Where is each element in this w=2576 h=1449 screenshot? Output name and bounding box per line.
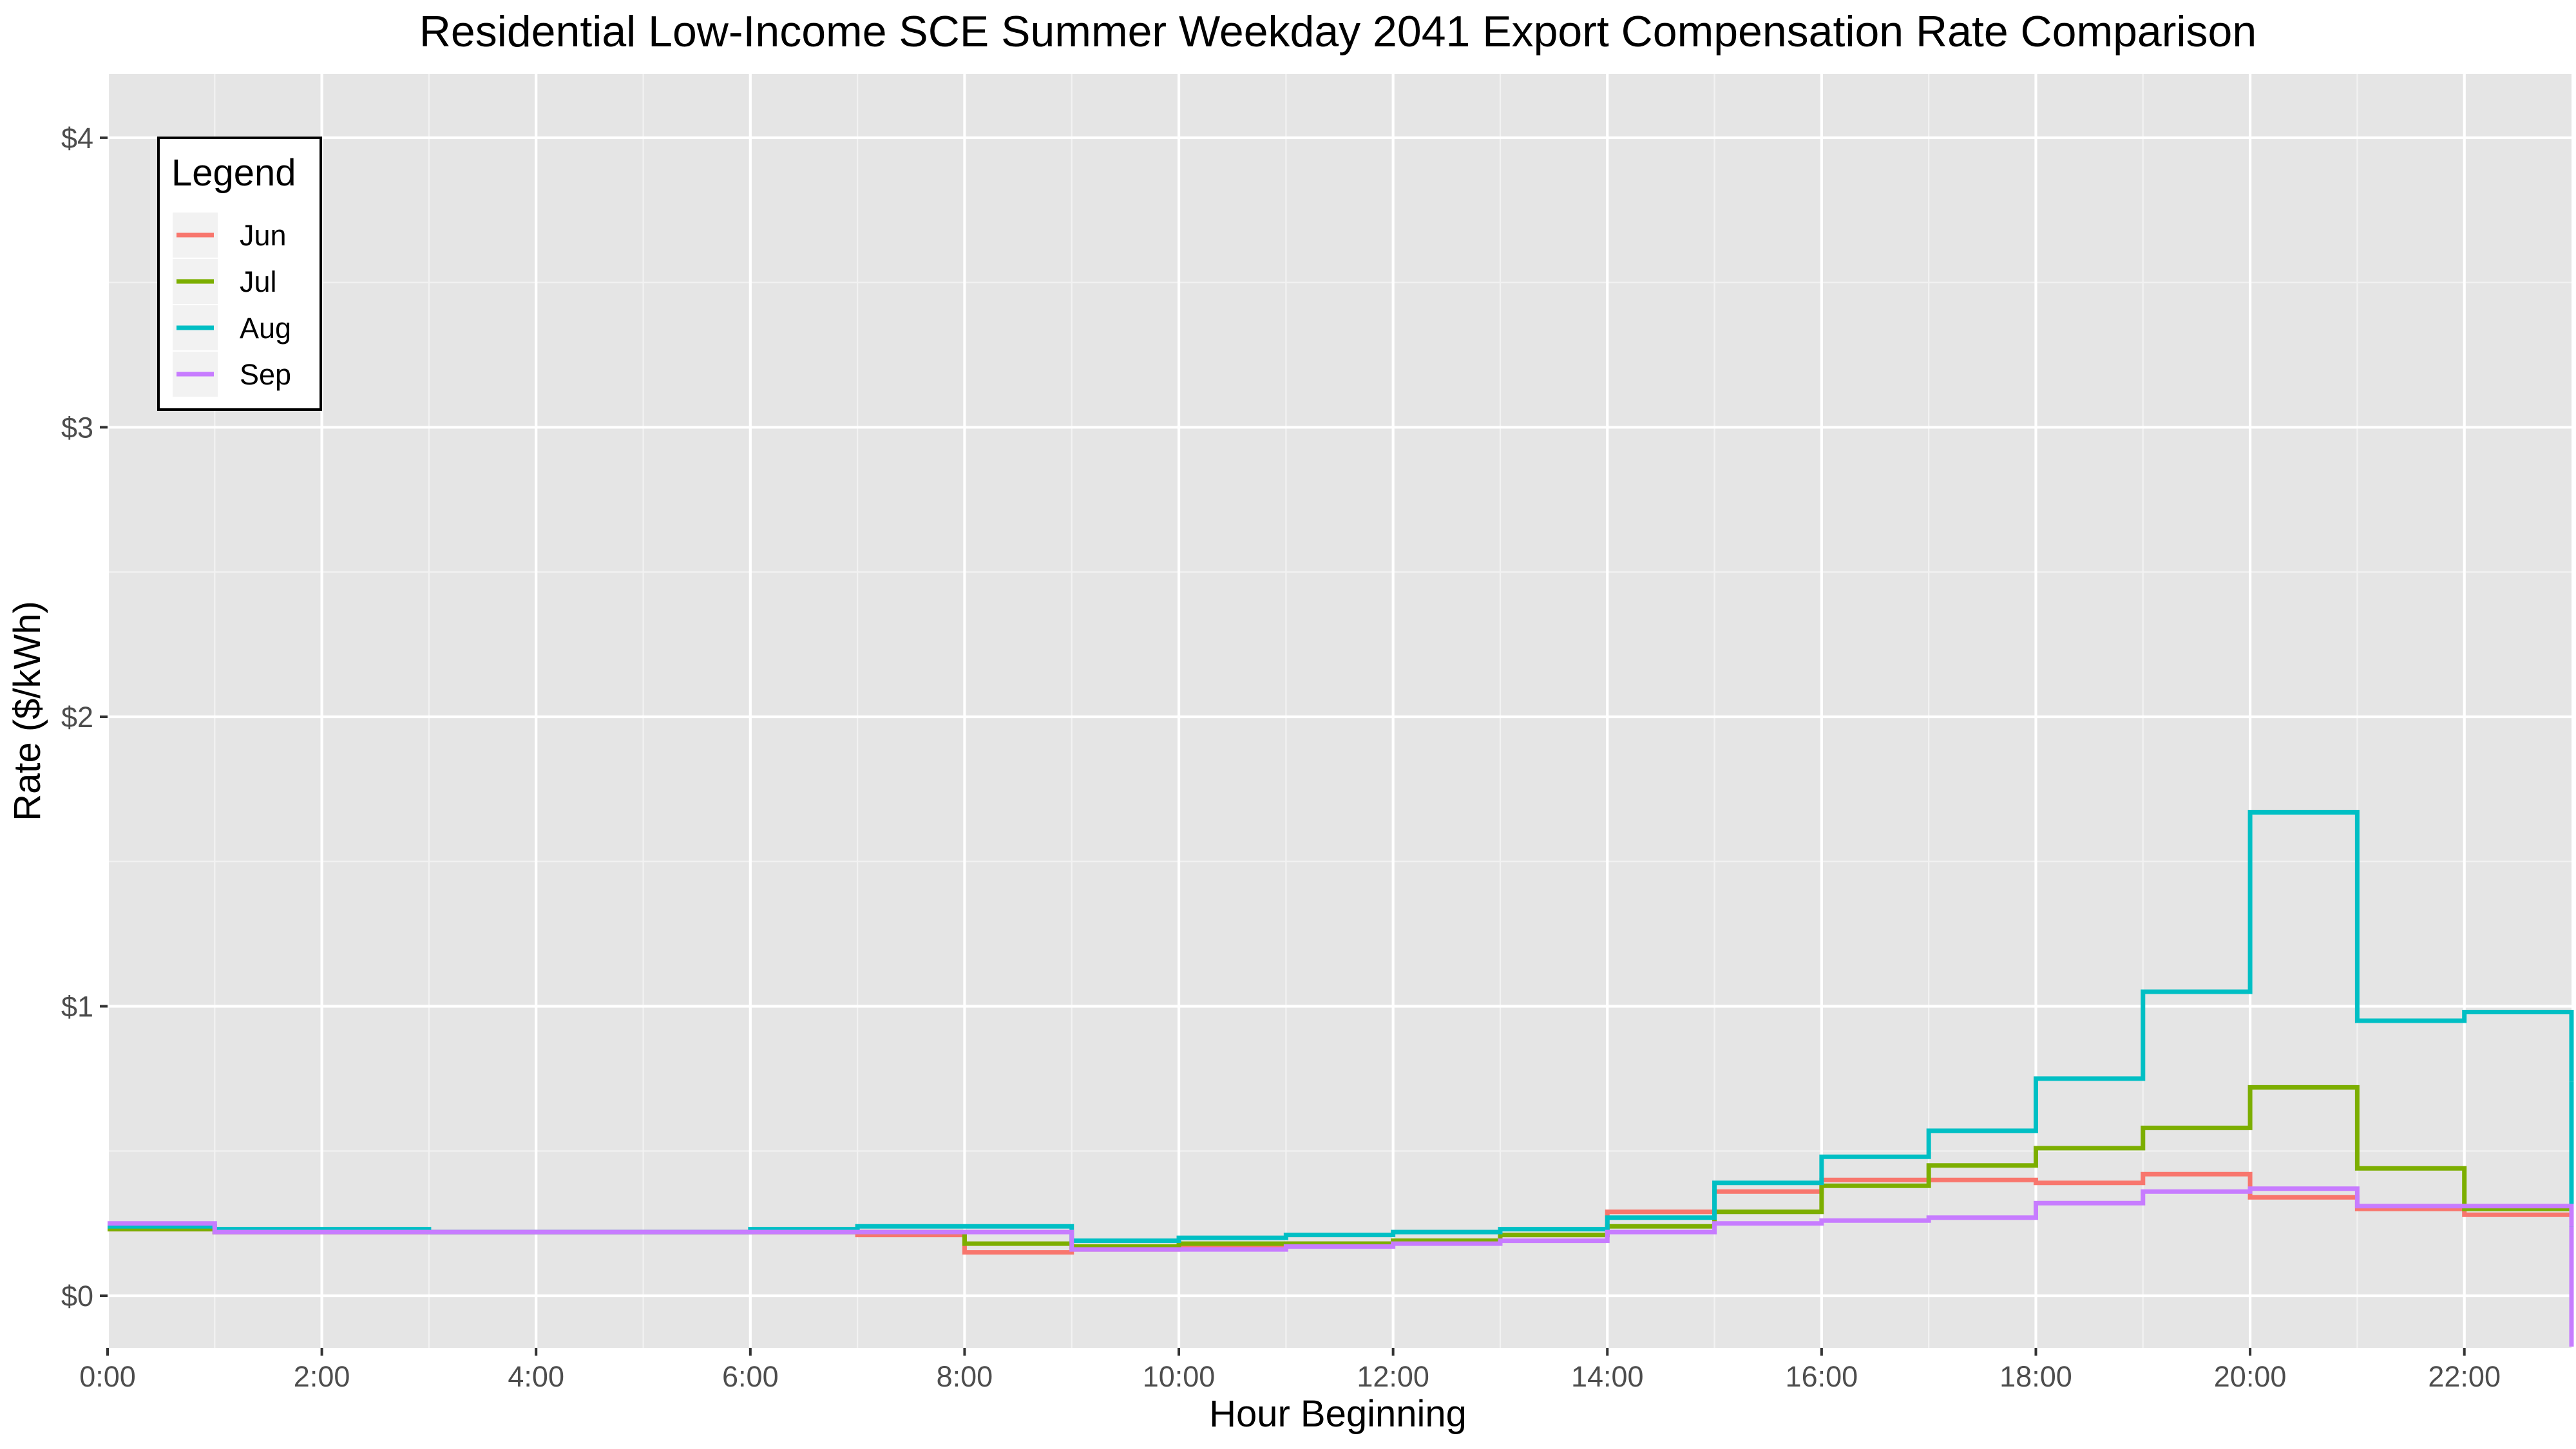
plot-panel bbox=[108, 74, 2571, 1348]
legend-items: Jun Jul Aug Sep bbox=[173, 213, 291, 397]
x-tick-label: 16:00 bbox=[1786, 1360, 1858, 1393]
y-tick-label: $3 bbox=[61, 411, 93, 444]
x-tick-label: 0:00 bbox=[79, 1360, 136, 1393]
y-tick-label: $4 bbox=[61, 122, 93, 155]
x-tick-label: 2:00 bbox=[294, 1360, 350, 1393]
x-tick-label: 4:00 bbox=[508, 1360, 564, 1393]
x-tick-label: 8:00 bbox=[937, 1360, 993, 1393]
x-tick-label: 6:00 bbox=[722, 1360, 779, 1393]
series-layer bbox=[108, 810, 2574, 1347]
legend: Legend Jun Jul Aug Sep bbox=[157, 137, 322, 411]
y-axis-title: Rate ($/kWh) bbox=[6, 601, 48, 821]
legend-label-sep: Sep bbox=[240, 358, 291, 391]
x-axis: 0:00 2:00 4:00 6:00 8:00 10:00 12:00 14:00 16:00… bbox=[79, 1348, 2501, 1393]
grid-major bbox=[106, 74, 2571, 1348]
legend-label-jul: Jul bbox=[240, 265, 277, 298]
y-tick-label: $0 bbox=[61, 1280, 93, 1312]
x-tick-label: 14:00 bbox=[1571, 1360, 1644, 1393]
chart-title: Residential Low-Income SCE Summer Weekda… bbox=[419, 7, 2256, 56]
y-tick-label: $1 bbox=[61, 990, 93, 1023]
x-tick-label: 12:00 bbox=[1357, 1360, 1429, 1393]
x-tick-label: 22:00 bbox=[2428, 1360, 2501, 1393]
x-tick-label: 18:00 bbox=[1999, 1360, 2072, 1393]
y-axis: $0 $1 $2 $3 $4 bbox=[61, 122, 108, 1312]
x-tick-label: 20:00 bbox=[2214, 1360, 2287, 1393]
legend-label-jun: Jun bbox=[240, 219, 287, 252]
legend-label-aug: Aug bbox=[240, 312, 291, 345]
legend-title: Legend bbox=[171, 152, 296, 194]
series-line-sep bbox=[108, 1186, 2574, 1252]
y-tick-label: $2 bbox=[61, 701, 93, 734]
x-tick-label: 10:00 bbox=[1143, 1360, 1216, 1393]
x-axis-title: Hour Beginning bbox=[1209, 1393, 1467, 1435]
grid-minor bbox=[108, 74, 2571, 1348]
